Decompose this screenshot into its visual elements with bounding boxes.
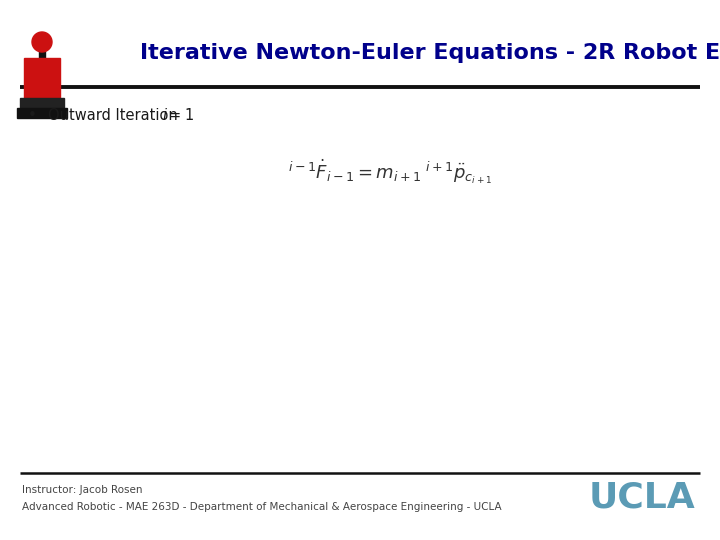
Text: $i=1$: $i=1$ (162, 107, 194, 123)
Bar (24, 58, 60, 100)
Text: Outward Iteration: Outward Iteration (48, 107, 178, 123)
Circle shape (32, 32, 52, 52)
Bar (17, 108, 67, 118)
Text: •: • (28, 107, 37, 123)
Bar (39, 40, 45, 58)
Text: Advanced Robotic - MAE 263D - Department of Mechanical & Aerospace Engineering -: Advanced Robotic - MAE 263D - Department… (22, 502, 502, 512)
Text: UCLA: UCLA (588, 481, 695, 515)
Text: ${}^{i-1}\dot{F}_{i-1} = m_{i+1}\; {}^{i+1}\ddot{p}_{c_{i+1}}$: ${}^{i-1}\dot{F}_{i-1} = m_{i+1}\; {}^{i… (288, 158, 492, 186)
Bar (20, 98, 64, 110)
Text: Instructor: Jacob Rosen: Instructor: Jacob Rosen (22, 485, 143, 495)
Text: Iterative Newton-Euler Equations - 2R Robot Example: Iterative Newton-Euler Equations - 2R Ro… (140, 43, 720, 63)
